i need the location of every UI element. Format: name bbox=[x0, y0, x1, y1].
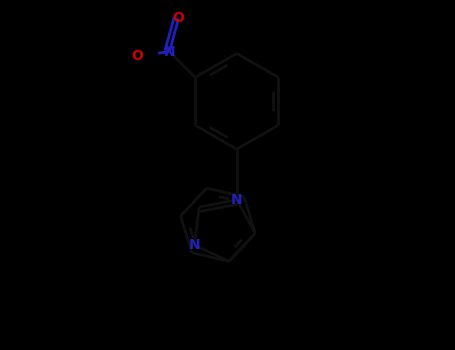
Text: O: O bbox=[173, 12, 185, 26]
Text: O: O bbox=[131, 49, 143, 63]
Text: N: N bbox=[164, 44, 175, 58]
Text: N: N bbox=[231, 193, 243, 207]
Text: N: N bbox=[188, 238, 200, 252]
